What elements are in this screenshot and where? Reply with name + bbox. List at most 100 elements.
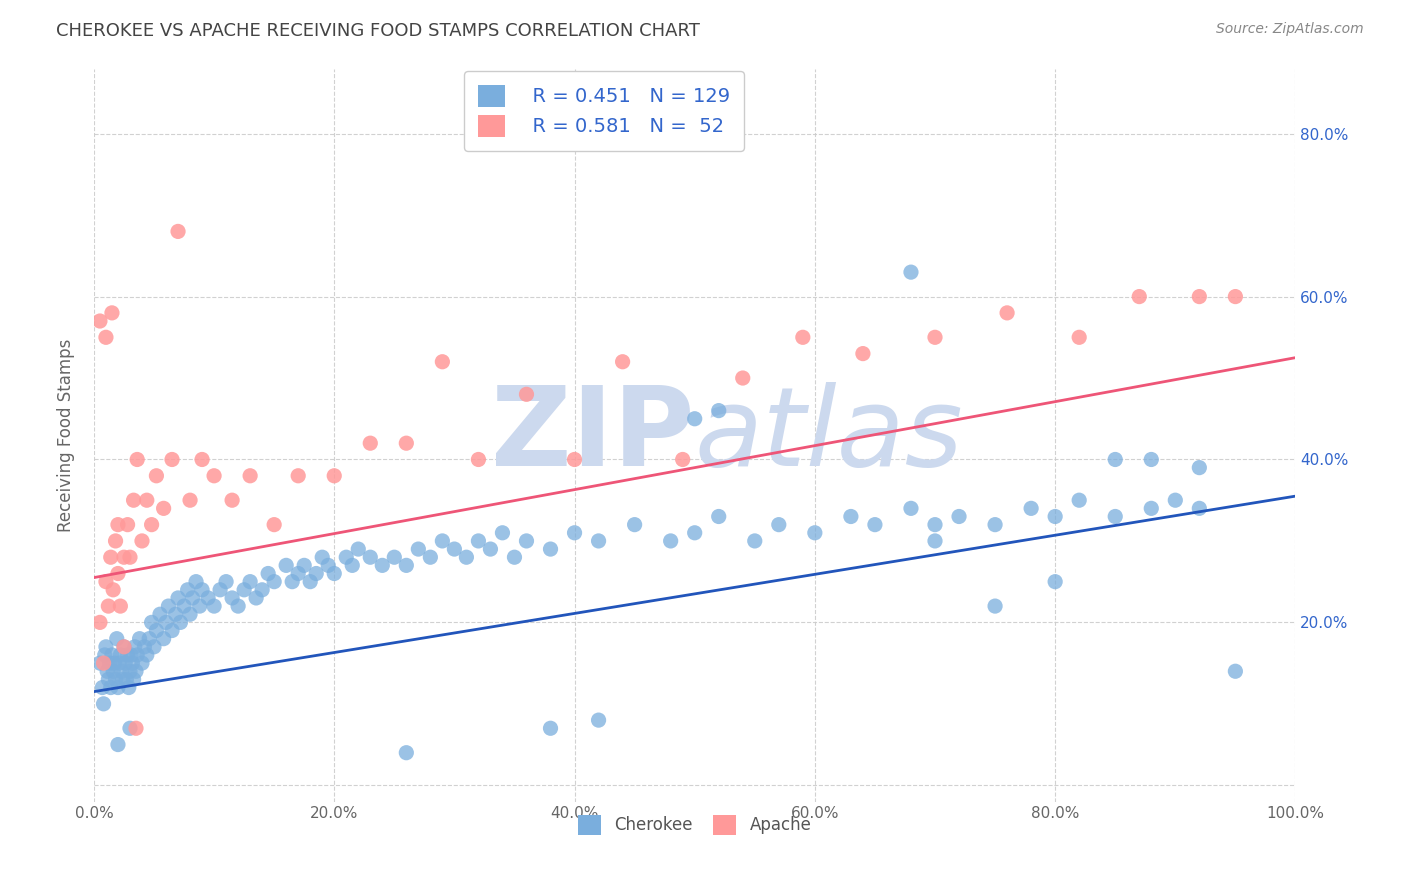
Point (93, 697, 115, 711)
Point (1188, 460, 1211, 475)
Point (382, 550, 405, 565)
Point (1225, 665, 1247, 679)
Point (359, 436, 381, 450)
Point (588, 713, 610, 727)
Point (432, 355, 454, 369)
Point (134, 640, 156, 654)
Point (191, 452, 214, 467)
Point (141, 615, 163, 630)
Point (165, 607, 187, 622)
Point (107, 681, 129, 695)
Point (191, 582, 214, 597)
Point (395, 436, 418, 450)
Point (359, 550, 381, 565)
Point (395, 558, 418, 573)
Point (100, 550, 122, 565)
Point (419, 550, 441, 565)
Point (467, 452, 489, 467)
Text: Source: ZipAtlas.com: Source: ZipAtlas.com (1216, 22, 1364, 37)
Point (371, 558, 394, 573)
Point (1069, 493, 1091, 508)
Point (623, 517, 645, 532)
Point (233, 582, 256, 597)
Point (1140, 501, 1163, 516)
Point (104, 533, 127, 548)
Point (276, 558, 298, 573)
Point (1104, 509, 1126, 524)
Point (479, 542, 502, 557)
Point (93, 656, 115, 670)
Point (924, 330, 946, 344)
Point (184, 574, 207, 589)
Y-axis label: Receiving Food Stamps: Receiving Food Stamps (58, 338, 75, 532)
Point (111, 673, 134, 687)
Point (115, 673, 138, 687)
Point (311, 550, 333, 565)
Point (408, 542, 430, 557)
Point (588, 533, 610, 548)
Point (1019, 501, 1042, 516)
Point (221, 493, 243, 508)
Point (491, 525, 513, 540)
Point (169, 615, 191, 630)
Point (209, 582, 232, 597)
Point (202, 468, 225, 483)
Point (167, 224, 190, 238)
Point (564, 525, 586, 540)
Point (1128, 289, 1150, 303)
Point (167, 591, 190, 605)
Point (101, 582, 124, 597)
Point (94, 330, 117, 344)
Text: CHEROKEE VS APACHE RECEIVING FOOD STAMPS CORRELATION CHART: CHEROKEE VS APACHE RECEIVING FOOD STAMPS… (56, 22, 700, 40)
Point (1140, 452, 1163, 467)
Point (131, 656, 153, 670)
Point (112, 640, 135, 654)
Point (540, 721, 562, 735)
Point (117, 517, 139, 532)
Point (93, 648, 115, 662)
Point (984, 517, 1007, 532)
Point (347, 542, 370, 557)
Point (323, 566, 346, 581)
Point (768, 517, 790, 532)
Point (125, 721, 148, 735)
Point (305, 566, 328, 581)
Point (104, 673, 127, 687)
Point (89, 656, 111, 670)
Point (1188, 501, 1211, 516)
Point (94, 640, 117, 654)
Point (138, 632, 160, 646)
Point (127, 648, 149, 662)
Point (287, 468, 309, 483)
Point (160, 624, 183, 638)
Point (97, 599, 120, 613)
Point (443, 542, 465, 557)
Point (707, 403, 730, 417)
Point (152, 501, 174, 516)
Point (157, 599, 180, 613)
Point (281, 574, 304, 589)
Point (1104, 452, 1126, 467)
Point (342, 558, 364, 573)
Point (122, 673, 145, 687)
Point (432, 533, 454, 548)
Point (128, 632, 150, 646)
Point (181, 591, 204, 605)
Point (114, 656, 136, 670)
Point (323, 468, 346, 483)
Point (152, 632, 174, 646)
Point (995, 306, 1018, 320)
Point (118, 721, 141, 735)
Point (124, 640, 146, 654)
Point (900, 501, 922, 516)
Point (110, 665, 132, 679)
Point (226, 599, 249, 613)
Point (948, 509, 970, 524)
Point (118, 550, 141, 565)
Point (335, 550, 357, 565)
Point (564, 452, 586, 467)
Point (103, 656, 125, 670)
Point (176, 582, 198, 597)
Point (179, 493, 201, 508)
Point (135, 493, 157, 508)
